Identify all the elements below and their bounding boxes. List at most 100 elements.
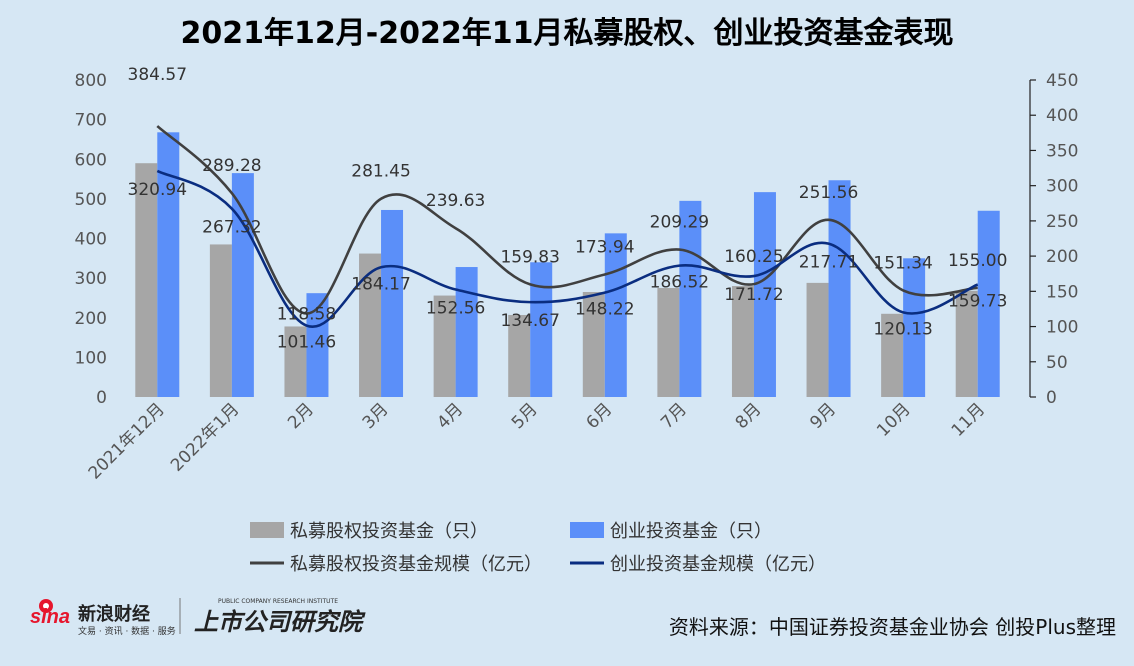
category-label: 2月	[284, 399, 318, 433]
y-left-tick-label: 200	[75, 309, 107, 329]
y-right-tick-label: 250	[1046, 212, 1078, 232]
vc-scale-data-label: 134.67	[500, 311, 559, 331]
pe-scale-data-label: 159.83	[500, 247, 559, 267]
y-right-tick-label: 100	[1046, 318, 1078, 338]
pe-count-bar	[881, 313, 904, 397]
y-right-tick-label: 300	[1046, 177, 1078, 197]
shangshi-text: 上市公司研究院	[194, 608, 366, 636]
vc-count-bar	[231, 173, 254, 397]
category-label: 4月	[433, 399, 467, 433]
data-labels-layer: 384.57 289.28 118.58 281.45 239.63 159.83 173.…	[128, 65, 1008, 352]
pe-scale-data-label: 118.58	[277, 304, 336, 324]
pe-scale-data-label: 239.63	[426, 191, 485, 211]
lines-layer	[156, 125, 979, 328]
pe-scale-data-label: 384.57	[128, 65, 187, 85]
pe-scale-data-label: 155.00	[948, 251, 1007, 271]
pe-count-bar	[433, 295, 456, 397]
category-label: 2021年12月	[85, 399, 169, 483]
pe-scale-data-label: 160.25	[724, 247, 783, 267]
vc-scale-data-label: 159.73	[948, 291, 1007, 311]
y-left-tick-label: 100	[75, 348, 107, 368]
legend-label: 私募股权投资基金规模（亿元）	[290, 554, 542, 575]
pe-scale-data-label: 281.45	[351, 162, 410, 182]
vc-scale-data-label: 217.71	[799, 253, 858, 273]
vc-count-bar	[753, 192, 776, 397]
vc-scale-line	[156, 169, 979, 328]
category-label: 8月	[732, 399, 766, 433]
bars-layer	[135, 132, 1000, 397]
legend-swatch	[570, 522, 604, 538]
vc-scale-data-label: 320.94	[128, 180, 187, 200]
legend-label: 私募股权投资基金（只）	[290, 521, 488, 542]
y-left-tick-label: 400	[75, 230, 107, 250]
category-label: 7月	[657, 399, 691, 433]
y-left-tick-label: 600	[75, 150, 107, 170]
pe-count-bar	[731, 286, 754, 397]
y-right-tick-label: 200	[1046, 247, 1078, 267]
pe-count-bar	[508, 314, 531, 397]
right-axis: 0 50 100 150 200 250 300 350 400 450	[1029, 71, 1078, 408]
vc-scale-data-label: 101.46	[277, 333, 336, 353]
sina-sub-text: 文易 · 资讯 · 数据 · 服务	[78, 625, 176, 637]
y-left-tick-label: 700	[75, 111, 107, 131]
vc-scale-data-label: 184.17	[351, 274, 410, 294]
y-right-tick-label: 350	[1046, 141, 1078, 161]
pe-scale-data-label: 151.34	[873, 253, 932, 273]
pe-count-bar	[582, 291, 605, 397]
pe-count-bar	[359, 253, 382, 397]
vc-count-bar	[455, 267, 478, 397]
legend: 私募股权投资基金（只） 创业投资基金（只） 私募股权投资基金规模（亿元） 创业投资基金…	[250, 521, 826, 575]
pe-count-bar	[284, 326, 307, 397]
pe-scale-data-label: 173.94	[575, 237, 634, 257]
logo-group: sina 新浪财经 文易 · 资讯 · 数据 · 服务 PUBLIC COMPA…	[30, 598, 366, 637]
category-label: 6月	[583, 399, 617, 433]
vc-count-bar	[977, 210, 1000, 397]
vc-scale-data-label: 186.52	[650, 273, 709, 293]
shangshi-sub-text: PUBLIC COMPANY RESEARCH INSTITUTE	[218, 598, 338, 605]
vc-count-bar	[828, 180, 851, 397]
pe-scale-data-label: 209.29	[650, 213, 709, 233]
pe-count-bar	[657, 288, 680, 397]
vc-count-bar	[381, 209, 404, 397]
pe-scale-line	[156, 125, 978, 315]
pe-scale-data-label: 251.56	[799, 183, 858, 203]
vc-count-bar	[306, 293, 329, 397]
category-label: 9月	[806, 399, 840, 433]
y-left-tick-label: 500	[75, 190, 107, 210]
shangshi-logo: PUBLIC COMPANY RESEARCH INSTITUTE 上市公司研究…	[194, 598, 366, 636]
y-right-tick-label: 0	[1046, 388, 1057, 408]
left-axis: 0 100 200 300 400 500 600 700 800	[75, 71, 107, 408]
pe-count-bar	[955, 290, 978, 397]
vc-count-bar	[530, 262, 553, 397]
y-right-tick-label: 400	[1046, 106, 1078, 126]
chart: 0 100 200 300 400 500 600 700 800 0 50 100 150 200 25…	[75, 65, 1079, 575]
category-label: 3月	[359, 399, 393, 433]
y-left-tick-label: 0	[96, 388, 107, 408]
legend-label: 创业投资基金（只）	[610, 521, 772, 542]
legend-label: 创业投资基金规模（亿元）	[610, 554, 826, 575]
vc-scale-data-label: 152.56	[426, 299, 485, 319]
chart-title: 2021年12月-2022年11月私募股权、创业投资基金表现	[180, 16, 954, 51]
y-left-tick-label: 800	[75, 71, 107, 91]
vc-count-bar	[157, 132, 180, 397]
category-label: 5月	[508, 399, 542, 433]
sina-logo: sina 新浪财经 文易 · 资讯 · 数据 · 服务	[30, 599, 176, 637]
vc-scale-data-label: 120.13	[873, 319, 932, 339]
pe-count-bar	[135, 163, 158, 397]
category-label: 2022年1月	[167, 399, 243, 475]
y-left-tick-label: 300	[75, 269, 107, 289]
vc-scale-data-label: 267.32	[202, 218, 261, 238]
sina-brand-text: 新浪财经	[78, 603, 150, 625]
svg-text:sina: sina	[30, 606, 70, 628]
pe-scale-data-label: 289.28	[202, 156, 261, 176]
y-right-tick-label: 450	[1046, 71, 1078, 91]
vc-scale-data-label: 148.22	[575, 300, 634, 320]
category-label: 11月	[948, 399, 989, 440]
y-right-tick-label: 150	[1046, 282, 1078, 302]
y-right-tick-label: 50	[1046, 353, 1068, 373]
vc-scale-data-label: 171.72	[724, 285, 783, 305]
legend-swatch	[250, 522, 284, 538]
source-note: 资料来源：中国证券投资基金业协会 创投Plus整理	[668, 615, 1116, 639]
pe-count-bar	[806, 282, 829, 397]
